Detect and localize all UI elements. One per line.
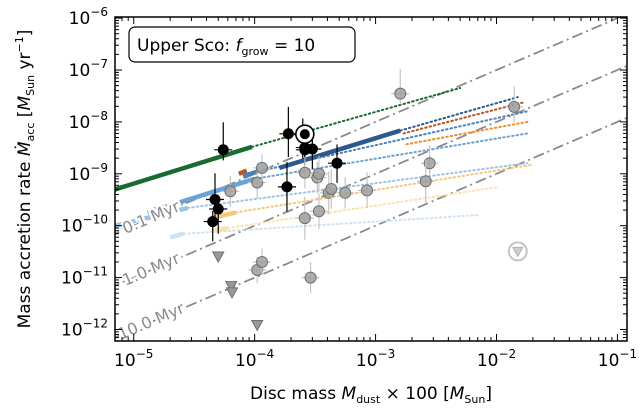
y-tick-label: 10−9 [69, 161, 108, 185]
x-tick-label: 10−3 [356, 347, 395, 371]
data-point [255, 161, 268, 174]
upper-limit-marker [225, 287, 239, 299]
data-point [306, 143, 318, 155]
x-tick-label: 10−4 [235, 347, 274, 371]
data-point [217, 144, 229, 156]
axis-ticks: 10−5 10−4 10−3 10−2 10−1 10−12 10−11 10−10 10−9 1… [61, 5, 637, 371]
plot-area [115, 17, 627, 339]
evolution-tracks [115, 86, 534, 240]
data-point [207, 216, 219, 228]
data-point [325, 182, 338, 195]
data-point [298, 212, 311, 225]
y-tick-label: 10−7 [69, 57, 108, 81]
upper-limit-marker [224, 281, 238, 293]
data-point [304, 271, 317, 284]
data-point [312, 205, 325, 218]
track-solid-line [238, 168, 248, 176]
data-point [508, 100, 521, 113]
track-solid-line [115, 144, 253, 192]
data-point [212, 203, 224, 215]
track-dotted-line [234, 163, 534, 214]
data-point [282, 128, 294, 140]
faint-marker-ring [507, 241, 528, 262]
x-tick-label: 10−2 [477, 347, 516, 371]
data-point [419, 175, 432, 188]
track-dotted-line [182, 214, 479, 235]
track-dotted-line [186, 162, 529, 209]
data-point [251, 176, 264, 189]
data-point [281, 181, 293, 193]
y-tick-label: 10−11 [61, 265, 108, 289]
data-point [255, 255, 268, 268]
data-point [394, 87, 407, 100]
track-solid-line [146, 176, 256, 215]
annotation-text: Upper Sco: fgrow = 10 [137, 36, 315, 58]
x-tick-label: 10−5 [114, 347, 153, 371]
y-tick-label: 10−12 [61, 316, 108, 340]
isochrone-line [115, 17, 623, 235]
plot-background [115, 17, 627, 341]
track-solid-line [211, 225, 229, 233]
track-solid-line [115, 205, 189, 228]
upper-limit-marker [250, 319, 264, 332]
track-dotted-line [405, 120, 529, 146]
data-point [339, 186, 352, 199]
upper-limit-marker [511, 246, 524, 258]
track-dotted-line [399, 96, 519, 132]
y-tick-label: 10−10 [61, 213, 108, 237]
y-tick-label: 10−6 [69, 5, 108, 29]
data-point [312, 167, 325, 180]
isochrone-line [115, 116, 627, 339]
data-point [361, 184, 374, 197]
y-axis-label: Mass accretion rate Ṁacc [MSun yr−1] [13, 30, 37, 329]
track-solid-line [169, 231, 185, 240]
data-point [224, 185, 237, 198]
data-point [331, 157, 343, 169]
x-axis-label: Disc mass Mdust × 100 [MSun] [250, 384, 492, 406]
y-tick-label: 10−8 [69, 109, 108, 133]
upper-limit-marker [211, 251, 225, 264]
annotation-box: Upper Sco: fgrow = 10 [128, 26, 356, 63]
isochrone-lines [115, 17, 627, 339]
data-points [203, 68, 528, 332]
track-dotted-line [402, 101, 526, 135]
track-dotted-line [226, 186, 498, 230]
isochrone-line [115, 64, 627, 287]
data-point [299, 129, 310, 140]
track-solid-line [278, 128, 401, 171]
data-point [298, 166, 311, 179]
x-tick-label: 10−1 [598, 347, 637, 371]
track-solid-line [242, 169, 258, 179]
data-point [209, 193, 221, 205]
data-point [423, 157, 436, 170]
